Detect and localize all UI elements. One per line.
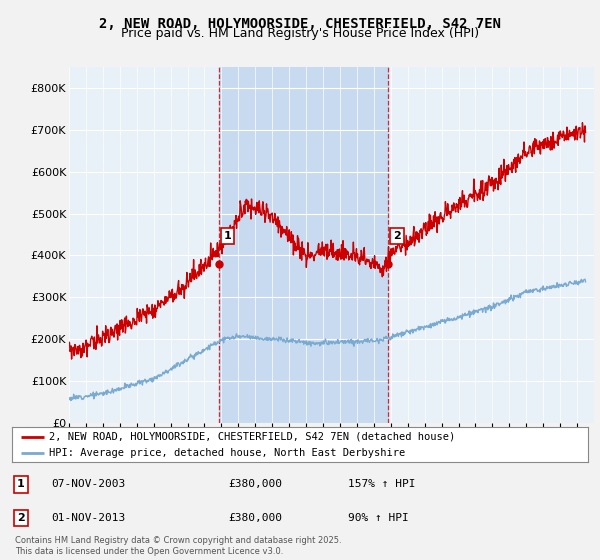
Text: 1: 1 [17,479,25,489]
Text: £380,000: £380,000 [228,479,282,489]
Bar [219,67,388,423]
Text: 2: 2 [17,513,25,523]
Text: HPI: Average price, detached house, North East Derbyshire: HPI: Average price, detached house, Nort… [49,447,406,458]
Text: 2, NEW ROAD, HOLYMOORSIDE, CHESTERFIELD, S42 7EN (detached house): 2, NEW ROAD, HOLYMOORSIDE, CHESTERFIELD,… [49,432,455,442]
Text: 2: 2 [393,231,401,241]
Text: Price paid vs. HM Land Registry's House Price Index (HPI): Price paid vs. HM Land Registry's House … [121,27,479,40]
Text: Contains HM Land Registry data © Crown copyright and database right 2025.
This d: Contains HM Land Registry data © Crown c… [15,536,341,556]
Text: 1: 1 [224,231,232,241]
Text: £380,000: £380,000 [228,513,282,523]
Text: 07-NOV-2003: 07-NOV-2003 [51,479,125,489]
Text: 90% ↑ HPI: 90% ↑ HPI [348,513,409,523]
Text: 2, NEW ROAD, HOLYMOORSIDE, CHESTERFIELD, S42 7EN: 2, NEW ROAD, HOLYMOORSIDE, CHESTERFIELD,… [99,17,501,31]
Text: 157% ↑ HPI: 157% ↑ HPI [348,479,415,489]
Text: 01-NOV-2013: 01-NOV-2013 [51,513,125,523]
